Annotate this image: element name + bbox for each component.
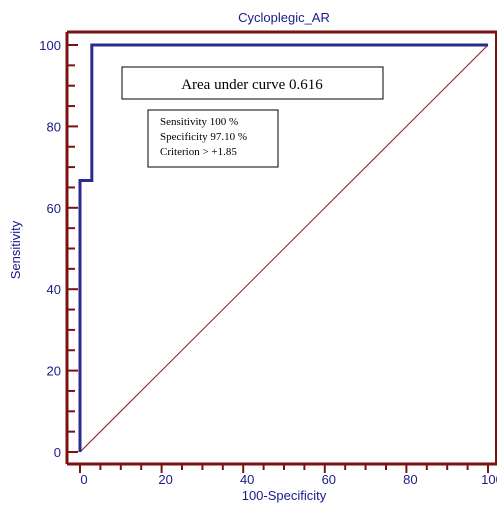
- axis-frame: [65, 30, 497, 466]
- x-tick-label: 80: [403, 472, 417, 487]
- y-tick-label: 0: [54, 445, 61, 460]
- y-tick-label: 40: [47, 282, 61, 297]
- y-axis-label: Sensitivity: [8, 220, 23, 279]
- x-tick-label: 60: [322, 472, 336, 487]
- roc-curve-line: [78, 43, 488, 452]
- x-tick-label: 20: [158, 472, 172, 487]
- x-tick-label: 40: [240, 472, 254, 487]
- y-tick-label: 20: [47, 364, 61, 379]
- sensitivity-annotation: Sensitivity 100 %: [160, 116, 238, 128]
- auc-box: [121, 66, 384, 100]
- chart-title: Cycloplegic_AR: [238, 10, 330, 25]
- x-axis-label: 100-Specificity: [242, 488, 327, 503]
- series-layer: [78, 43, 489, 453]
- y-tick-label: 80: [47, 119, 61, 134]
- auc-annotation: Area under curve 0.616: [181, 77, 323, 93]
- x-tick-label: 100: [481, 472, 497, 487]
- specificity-annotation: Specificity 97.10 %: [160, 131, 247, 143]
- y-tick-label: 100: [39, 38, 61, 53]
- axis-ticks: 0 20 40 60 80 100 0 20 40 60 80 100: [39, 38, 497, 487]
- x-tick-label: 0: [80, 472, 87, 487]
- criterion-box: [147, 109, 279, 168]
- reference-diagonal-line: [79, 44, 489, 453]
- y-tick-label: 60: [47, 201, 61, 216]
- criterion-annotation: Criterion > +1.85: [160, 146, 237, 158]
